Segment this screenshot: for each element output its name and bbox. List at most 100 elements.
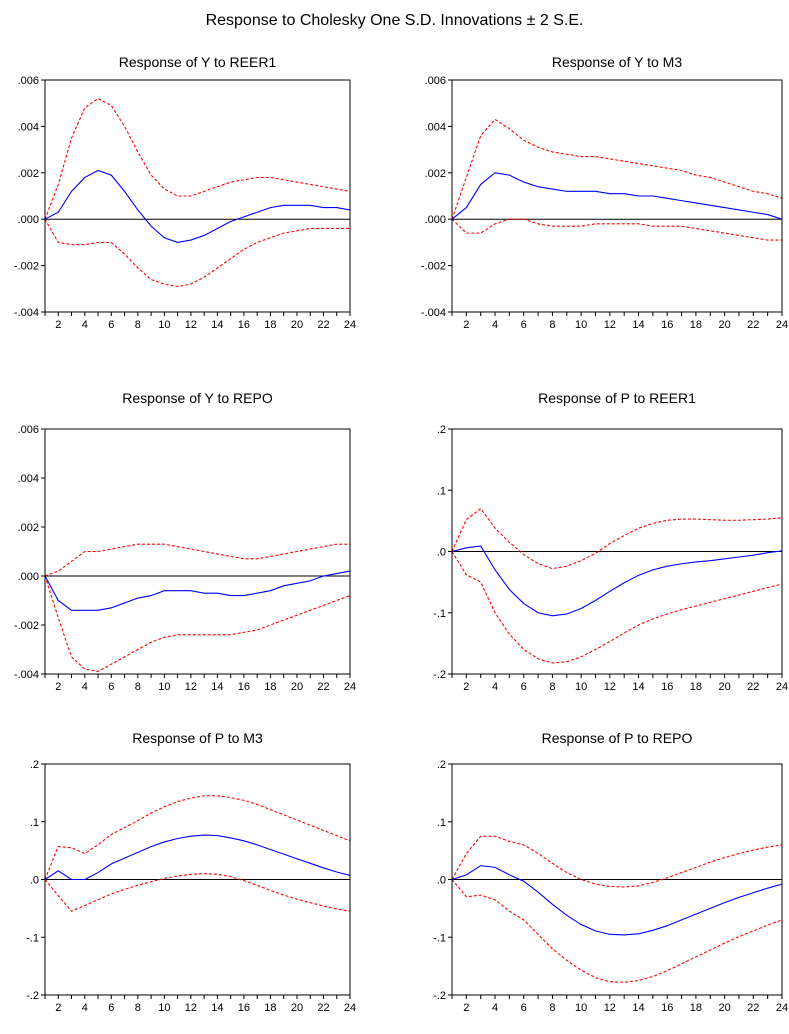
- y-tick-label: -.004: [14, 669, 39, 681]
- x-tick-label: 8: [135, 681, 141, 693]
- x-tick-label: 24: [344, 319, 356, 331]
- panel-title: Response of Y to M3: [552, 54, 682, 70]
- y-tick-label: .004: [425, 121, 446, 133]
- x-tick-label: 18: [690, 1002, 702, 1014]
- y-tick-label: .000: [18, 214, 39, 226]
- y-tick-label: .1: [30, 817, 39, 829]
- x-tick-label: 10: [158, 319, 170, 331]
- x-tick-label: 20: [291, 681, 303, 693]
- irf-panel-1: Response of Y to REER1 -.004 -.002 .000 .002…: [14, 54, 356, 331]
- upper-band-line: [451, 507, 783, 570]
- y-tick-label: .004: [18, 121, 39, 133]
- x-tick-label: 14: [211, 1002, 223, 1014]
- lower-band-line: [451, 551, 783, 664]
- x-tick-label: 16: [661, 1002, 673, 1014]
- lower-band-line: [451, 879, 783, 983]
- x-tick-label: 6: [521, 681, 527, 693]
- x-tick-label: 8: [549, 1002, 555, 1014]
- plot-frame: [451, 763, 783, 996]
- x-tick-label: 16: [238, 319, 250, 331]
- y-tick-label: -.002: [14, 261, 39, 273]
- y-tick-label: .0: [30, 875, 39, 887]
- response-line: [44, 570, 351, 611]
- y-tick-label: .002: [425, 168, 446, 180]
- x-tick-label: 6: [521, 1002, 527, 1014]
- irf-panel-4: Response of P to REER1-.2-.1.0.1.22 4 6 8 10…: [433, 390, 788, 693]
- x-tick-label: 4: [492, 319, 498, 331]
- y-tick-label: .2: [437, 424, 446, 436]
- x-tick-label: 20: [718, 681, 730, 693]
- y-tick-label: -.004: [421, 307, 446, 319]
- x-tick-label: 18: [264, 319, 276, 331]
- x-tick-label: 14: [632, 319, 644, 331]
- x-tick-label: 20: [718, 1002, 730, 1014]
- x-tick-label: 24: [776, 1002, 788, 1014]
- irf-panel-3: Response of Y to REPO -.004 -.002 .000 .002.…: [14, 390, 356, 693]
- x-tick-label: 18: [690, 319, 702, 331]
- x-tick-label: 18: [264, 1002, 276, 1014]
- lower-band-line: [44, 218, 350, 288]
- upper-band-line: [451, 835, 783, 888]
- x-tick-label: 20: [291, 319, 303, 331]
- plot-frame: [451, 428, 783, 675]
- y-tick-label: .2: [30, 759, 39, 771]
- figure-title: Response to Cholesky One S.D. Innovation…: [206, 12, 584, 29]
- x-tick-label: 14: [211, 681, 223, 693]
- y-tick-label: -.002: [14, 620, 39, 632]
- panel-title: Response of P to REPO: [542, 730, 693, 746]
- y-tick-label: .000: [425, 214, 446, 226]
- x-tick-label: 10: [158, 1002, 170, 1014]
- x-tick-label: 4: [492, 1002, 498, 1014]
- panel-title: Response of Y to REER1: [119, 54, 277, 70]
- irf-panel-5: Response of P to M3-.2-.1.0.1.22 4 6 8 10 12 1…: [26, 730, 356, 1014]
- lower-band-line: [44, 575, 351, 673]
- x-tick-label: 16: [661, 681, 673, 693]
- x-tick-label: 22: [317, 1002, 329, 1014]
- upper-band-line: [451, 118, 783, 220]
- x-tick-label: 12: [185, 681, 197, 693]
- y-tick-label: .006: [18, 424, 39, 436]
- x-tick-label: 16: [238, 681, 250, 693]
- x-tick-label: 22: [747, 681, 759, 693]
- x-tick-label: 8: [549, 681, 555, 693]
- response-line: [451, 545, 783, 617]
- x-tick-label: 4: [492, 681, 498, 693]
- x-tick-label: 16: [238, 1002, 250, 1014]
- x-tick-label: 20: [291, 1002, 303, 1014]
- y-tick-label: -.002: [421, 261, 446, 273]
- panel-title: Response of P to REER1: [538, 390, 696, 406]
- x-tick-label: 14: [632, 1002, 644, 1014]
- x-tick-label: 10: [575, 1002, 587, 1014]
- y-tick-label: .1: [437, 485, 446, 497]
- x-tick-label: 24: [344, 681, 356, 693]
- x-tick-label: 8: [549, 319, 555, 331]
- x-tick-label: 2: [55, 1002, 61, 1014]
- response-line: [44, 834, 351, 881]
- x-tick-label: 14: [632, 681, 644, 693]
- panel-title: Response of P to M3: [132, 730, 263, 746]
- y-tick-label: -.1: [433, 608, 446, 620]
- x-tick-label: 22: [747, 319, 759, 331]
- x-tick-label: 8: [135, 1002, 141, 1014]
- x-tick-label: 12: [604, 319, 616, 331]
- irf-panel-6: Response of P to REPO-.2-.1.0.1.22 4 6 8 10 1…: [433, 730, 788, 1014]
- x-tick-label: 12: [604, 681, 616, 693]
- x-tick-label: 2: [463, 1002, 469, 1014]
- y-tick-label: .002: [18, 522, 39, 534]
- plot-frame: [44, 79, 351, 313]
- x-tick-label: 10: [158, 681, 170, 693]
- y-tick-label: .006: [425, 75, 446, 87]
- x-tick-label: 6: [108, 681, 114, 693]
- x-tick-label: 4: [82, 1002, 88, 1014]
- y-tick-label: .0: [437, 875, 446, 887]
- upper-band-line: [44, 795, 351, 880]
- x-tick-label: 6: [108, 1002, 114, 1014]
- x-tick-label: 12: [185, 1002, 197, 1014]
- x-tick-label: 2: [463, 681, 469, 693]
- x-tick-label: 18: [264, 681, 276, 693]
- y-tick-label: -.2: [26, 990, 39, 1002]
- response-line: [451, 865, 783, 936]
- y-tick-label: .004: [18, 473, 39, 485]
- response-line: [451, 172, 783, 220]
